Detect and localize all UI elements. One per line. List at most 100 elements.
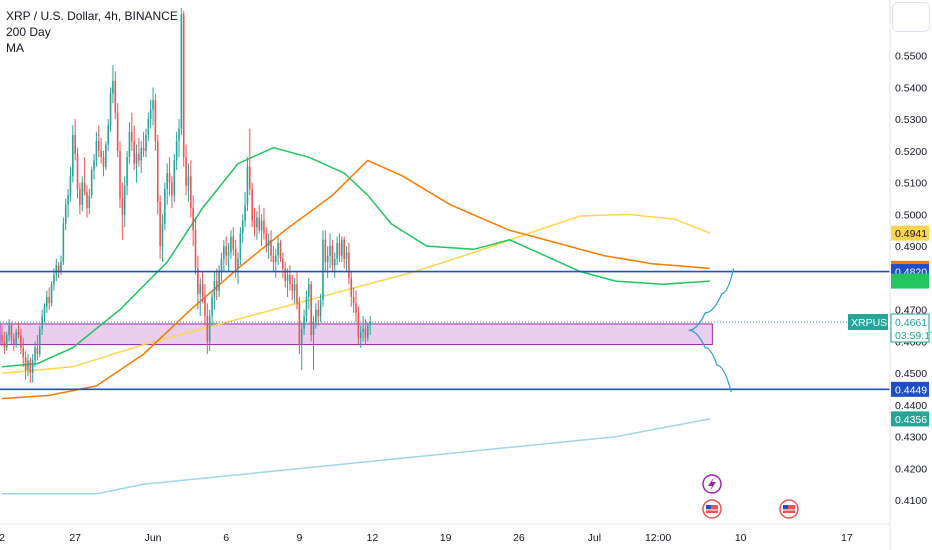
candle [175, 131, 178, 170]
axis-price-label: 0.4356 [891, 411, 929, 427]
candle [220, 252, 223, 282]
projection-paths [688, 268, 735, 393]
candle-body [220, 258, 223, 272]
legend-indicator-line1: 200 Day [6, 25, 51, 39]
candle [13, 333, 15, 351]
candle [17, 322, 20, 339]
x-tick-label: 12:00 [645, 532, 671, 544]
candle-body [272, 255, 275, 262]
candle-body [343, 239, 345, 259]
candle-body [178, 128, 180, 142]
axis-price-label [891, 273, 929, 289]
candle-body [171, 182, 173, 196]
candle [135, 144, 138, 183]
candle [34, 341, 36, 367]
candle [267, 233, 270, 259]
candle-body [164, 188, 166, 224]
candle [289, 265, 291, 291]
candle-body [126, 157, 128, 186]
x-tick-label: 10 [735, 532, 747, 544]
candle [24, 350, 27, 380]
candle [180, 7, 183, 135]
candle-body [29, 360, 32, 374]
candle-body [119, 150, 121, 199]
candle-body [43, 306, 46, 316]
candle-body [364, 328, 367, 339]
axis-price-label-bg [891, 225, 929, 241]
candle-body [46, 296, 48, 307]
candle [159, 195, 161, 259]
scale-toggle-button[interactable] [892, 2, 930, 32]
candle-body [201, 284, 204, 297]
time-axis[interactable]: 2 27 Jun 6 9 12 19 26 Jul 12:00 10 17 [0, 532, 853, 544]
candle [156, 134, 159, 215]
candle-body [173, 160, 176, 196]
candle-body [289, 274, 291, 285]
y-tick-label: 0.5100 [895, 178, 927, 190]
candle [29, 357, 32, 383]
candle [119, 141, 121, 209]
candle-body [326, 255, 329, 262]
y-tick-label: 0.5300 [895, 114, 927, 126]
candle-body [204, 296, 206, 316]
candle [359, 325, 362, 348]
candle-body [142, 147, 145, 151]
candle [322, 230, 324, 307]
candle-body [90, 169, 93, 196]
flag-icon-canton [706, 505, 711, 509]
candle-body [199, 284, 202, 294]
candle [364, 319, 367, 345]
candle-body [57, 265, 60, 272]
candle-body [341, 239, 343, 256]
candle-body [10, 325, 13, 339]
candle [277, 236, 279, 266]
candle [116, 103, 119, 158]
candle [215, 268, 218, 301]
candle-body [367, 325, 369, 339]
candle [291, 274, 294, 301]
candle-body [241, 220, 244, 234]
candle-body [147, 119, 150, 135]
y-tick-label: 0.4900 [895, 241, 927, 253]
x-tick-label: 17 [841, 532, 853, 544]
ma-light-blue-line [2, 418, 711, 495]
candle-body [187, 176, 190, 186]
candle [36, 335, 39, 361]
candle-body [76, 154, 79, 189]
candle [253, 208, 256, 237]
candle-body [166, 173, 168, 189]
candle-body [270, 239, 272, 256]
candle [128, 122, 131, 164]
candle [249, 128, 251, 196]
lightning-icon-bolt [708, 477, 716, 491]
candle-body [359, 331, 362, 339]
candle-body [109, 93, 112, 126]
candle-body [121, 198, 124, 215]
candle [357, 306, 360, 345]
candle [367, 322, 369, 342]
candle [338, 233, 341, 262]
y-tick-label: 0.4100 [895, 495, 927, 507]
x-tick-label: Jun [145, 532, 162, 544]
projection-down-path [688, 329, 732, 393]
candle-body [319, 300, 322, 316]
candle [201, 271, 204, 304]
candle [74, 119, 76, 161]
candle [227, 242, 230, 272]
horizontal-lines [0, 270, 890, 391]
candle [244, 192, 246, 228]
y-tick-label: 0.4200 [895, 463, 927, 475]
candle [46, 290, 48, 313]
candle [112, 65, 114, 104]
candle-body [279, 242, 282, 259]
candle-body [27, 360, 29, 370]
candle-body [331, 246, 334, 266]
candle [324, 230, 327, 272]
candle [8, 319, 10, 342]
candle-body [218, 271, 220, 291]
candle-body [8, 325, 10, 336]
candle-body [246, 166, 249, 205]
candle [107, 119, 109, 151]
candle-body [249, 166, 251, 189]
